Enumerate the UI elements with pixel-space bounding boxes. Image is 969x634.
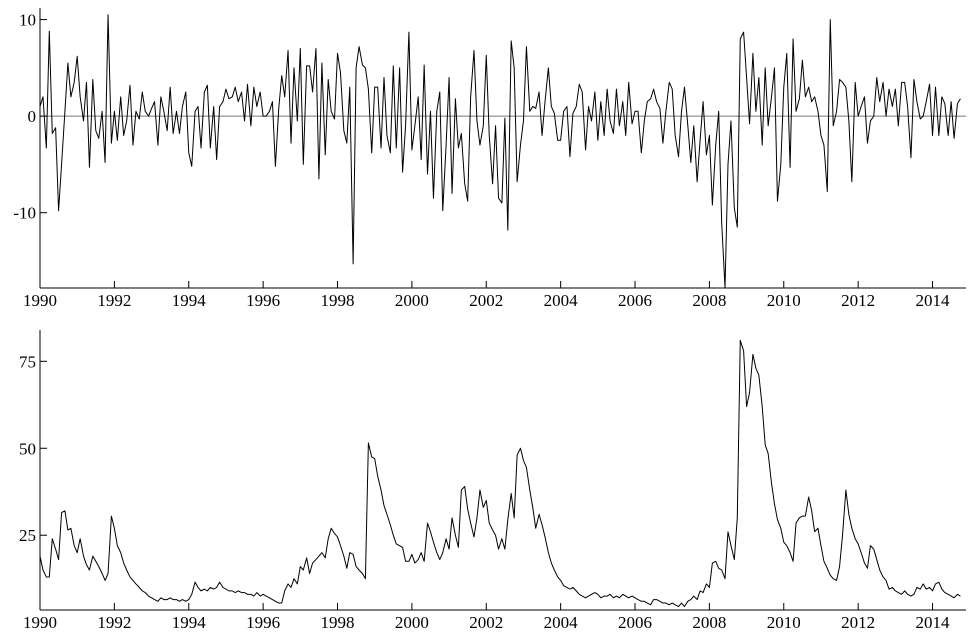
bottom-series-line	[39, 339, 961, 608]
bottom-x-tick-label: 1996	[246, 613, 280, 632]
bottom-y-tick-label: 25	[19, 526, 36, 545]
top-x-tick-label: 2014	[916, 291, 951, 310]
bottom-x-tick-label: 2008	[692, 613, 726, 632]
bottom-y-tick-label: 50	[19, 439, 36, 458]
top-x-tick-label: 1996	[246, 291, 280, 310]
bottom-x-tick-label: 1990	[23, 613, 57, 632]
top-x-tick-label: 2004	[544, 291, 579, 310]
top-x-tick-label: 2006	[618, 291, 652, 310]
bottom-y-tick-label: 75	[19, 352, 36, 371]
top-y-tick-label: -10	[13, 204, 36, 223]
top-x-tick-label: 1990	[23, 291, 57, 310]
top-x-tick-label: 2012	[841, 291, 875, 310]
top-x-tick-label: 2010	[767, 291, 801, 310]
top-panel: -10 0 10 1990 1992 1994 1996 1998 2000 2002 2004 20…	[13, 8, 966, 310]
top-y-tick-label: 0	[28, 107, 37, 126]
bottom-x-tick-label: 2000	[395, 613, 429, 632]
bottom-x-tick-label: 1992	[97, 613, 131, 632]
bottom-x-tick-label: 1994	[172, 613, 207, 632]
top-x-tick-label: 1994	[172, 291, 207, 310]
bottom-x-tick-label: 2002	[469, 613, 503, 632]
bottom-panel: 25 50 75 1990 1992 1994 1996 1998 2000 2002 2004 20…	[19, 330, 966, 632]
bottom-x-tick-label: 2004	[544, 613, 579, 632]
top-x-tick-label: 2000	[395, 291, 429, 310]
top-y-tick-label: 10	[19, 11, 36, 30]
top-x-tick-label: 2008	[692, 291, 726, 310]
top-x-tick-label: 1992	[97, 291, 131, 310]
bottom-x-tick-label: 2014	[916, 613, 951, 632]
bottom-x-tick-label: 2006	[618, 613, 652, 632]
bottom-x-tick-label: 2012	[841, 613, 875, 632]
bottom-x-tick-label: 2010	[767, 613, 801, 632]
top-x-tick-label: 1998	[321, 291, 355, 310]
top-series-line	[39, 14, 961, 289]
bottom-x-tick-label: 1998	[321, 613, 355, 632]
top-x-tick-label: 2002	[469, 291, 503, 310]
